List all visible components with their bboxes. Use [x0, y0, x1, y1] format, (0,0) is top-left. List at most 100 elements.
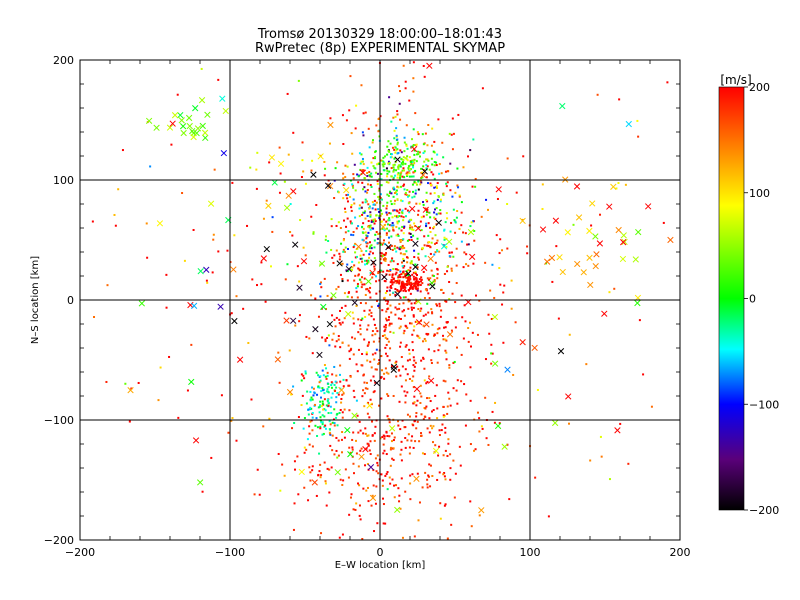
data-point	[389, 212, 392, 215]
data-point	[327, 239, 330, 242]
data-point	[360, 153, 363, 156]
data-point	[227, 431, 230, 434]
data-point-cross	[327, 121, 334, 129]
data-point	[403, 253, 406, 256]
data-point	[346, 279, 349, 282]
data-point	[333, 254, 336, 257]
data-point	[342, 392, 345, 395]
data-point	[450, 329, 453, 332]
data-point	[384, 346, 387, 349]
data-point	[424, 255, 427, 258]
data-point	[637, 135, 640, 138]
data-point	[380, 198, 383, 201]
data-point	[390, 244, 393, 247]
data-point	[348, 350, 351, 353]
data-point	[310, 294, 313, 297]
data-point	[328, 428, 331, 431]
data-point	[425, 382, 428, 385]
data-point	[323, 392, 326, 395]
data-point	[451, 195, 454, 198]
data-point	[412, 162, 415, 165]
data-point	[443, 471, 446, 474]
data-point	[436, 186, 439, 189]
data-point	[308, 408, 311, 411]
data-point	[357, 318, 360, 321]
data-point	[372, 340, 375, 343]
data-point	[439, 502, 442, 505]
data-point-cross	[359, 169, 367, 176]
data-point	[356, 173, 359, 176]
data-point	[377, 117, 380, 120]
data-point	[365, 353, 368, 356]
data-point	[399, 246, 402, 249]
data-point	[416, 287, 419, 290]
data-point	[371, 334, 374, 337]
data-point	[424, 471, 427, 474]
data-point	[253, 493, 256, 496]
data-point-cross	[575, 214, 583, 221]
data-point	[305, 402, 308, 405]
data-point-cross	[519, 217, 526, 225]
data-point	[414, 225, 417, 228]
data-point	[372, 157, 375, 160]
data-point	[375, 201, 378, 204]
data-point	[436, 239, 439, 242]
data-point	[403, 136, 406, 139]
data-point	[351, 446, 354, 449]
data-point	[412, 61, 415, 64]
data-point	[413, 369, 416, 372]
data-point	[343, 317, 346, 320]
data-point	[420, 432, 423, 435]
data-point	[444, 426, 447, 429]
data-point	[361, 169, 364, 172]
data-point	[357, 274, 360, 277]
data-point	[496, 197, 499, 200]
data-point	[427, 278, 430, 281]
data-point	[395, 149, 398, 152]
data-point	[343, 219, 346, 222]
data-point	[352, 472, 355, 475]
data-point	[435, 164, 438, 167]
data-point	[444, 326, 447, 329]
data-point	[376, 242, 379, 245]
data-point	[386, 145, 389, 148]
data-point	[331, 382, 334, 385]
data-point	[400, 185, 403, 188]
data-point	[317, 315, 320, 318]
data-point	[463, 304, 466, 307]
data-point	[436, 361, 439, 364]
data-point	[387, 300, 390, 303]
data-point	[322, 374, 325, 377]
data-point	[220, 394, 223, 397]
data-point	[455, 389, 458, 392]
data-point	[342, 385, 345, 388]
data-point	[323, 461, 326, 464]
data-point	[425, 191, 428, 194]
data-point	[359, 162, 362, 165]
data-point	[437, 118, 440, 121]
data-point-cross	[231, 317, 238, 325]
data-point	[271, 216, 274, 219]
data-point	[427, 234, 430, 237]
data-point	[323, 408, 326, 411]
data-point	[363, 211, 366, 214]
data-point	[383, 254, 386, 257]
data-point	[284, 278, 287, 281]
data-point	[368, 253, 371, 256]
data-point	[376, 464, 379, 467]
data-point	[343, 408, 346, 411]
data-point	[426, 289, 429, 292]
data-point	[361, 181, 364, 184]
data-point	[427, 222, 430, 225]
data-point-cross	[274, 356, 282, 363]
data-point	[368, 291, 371, 294]
data-point	[326, 374, 329, 377]
data-point-cross	[467, 228, 475, 236]
data-point	[421, 340, 424, 343]
data-point	[367, 127, 370, 130]
data-point-cross	[394, 156, 401, 163]
data-point	[375, 485, 378, 488]
data-point	[343, 250, 346, 253]
data-point	[362, 211, 365, 214]
data-point	[264, 300, 267, 303]
